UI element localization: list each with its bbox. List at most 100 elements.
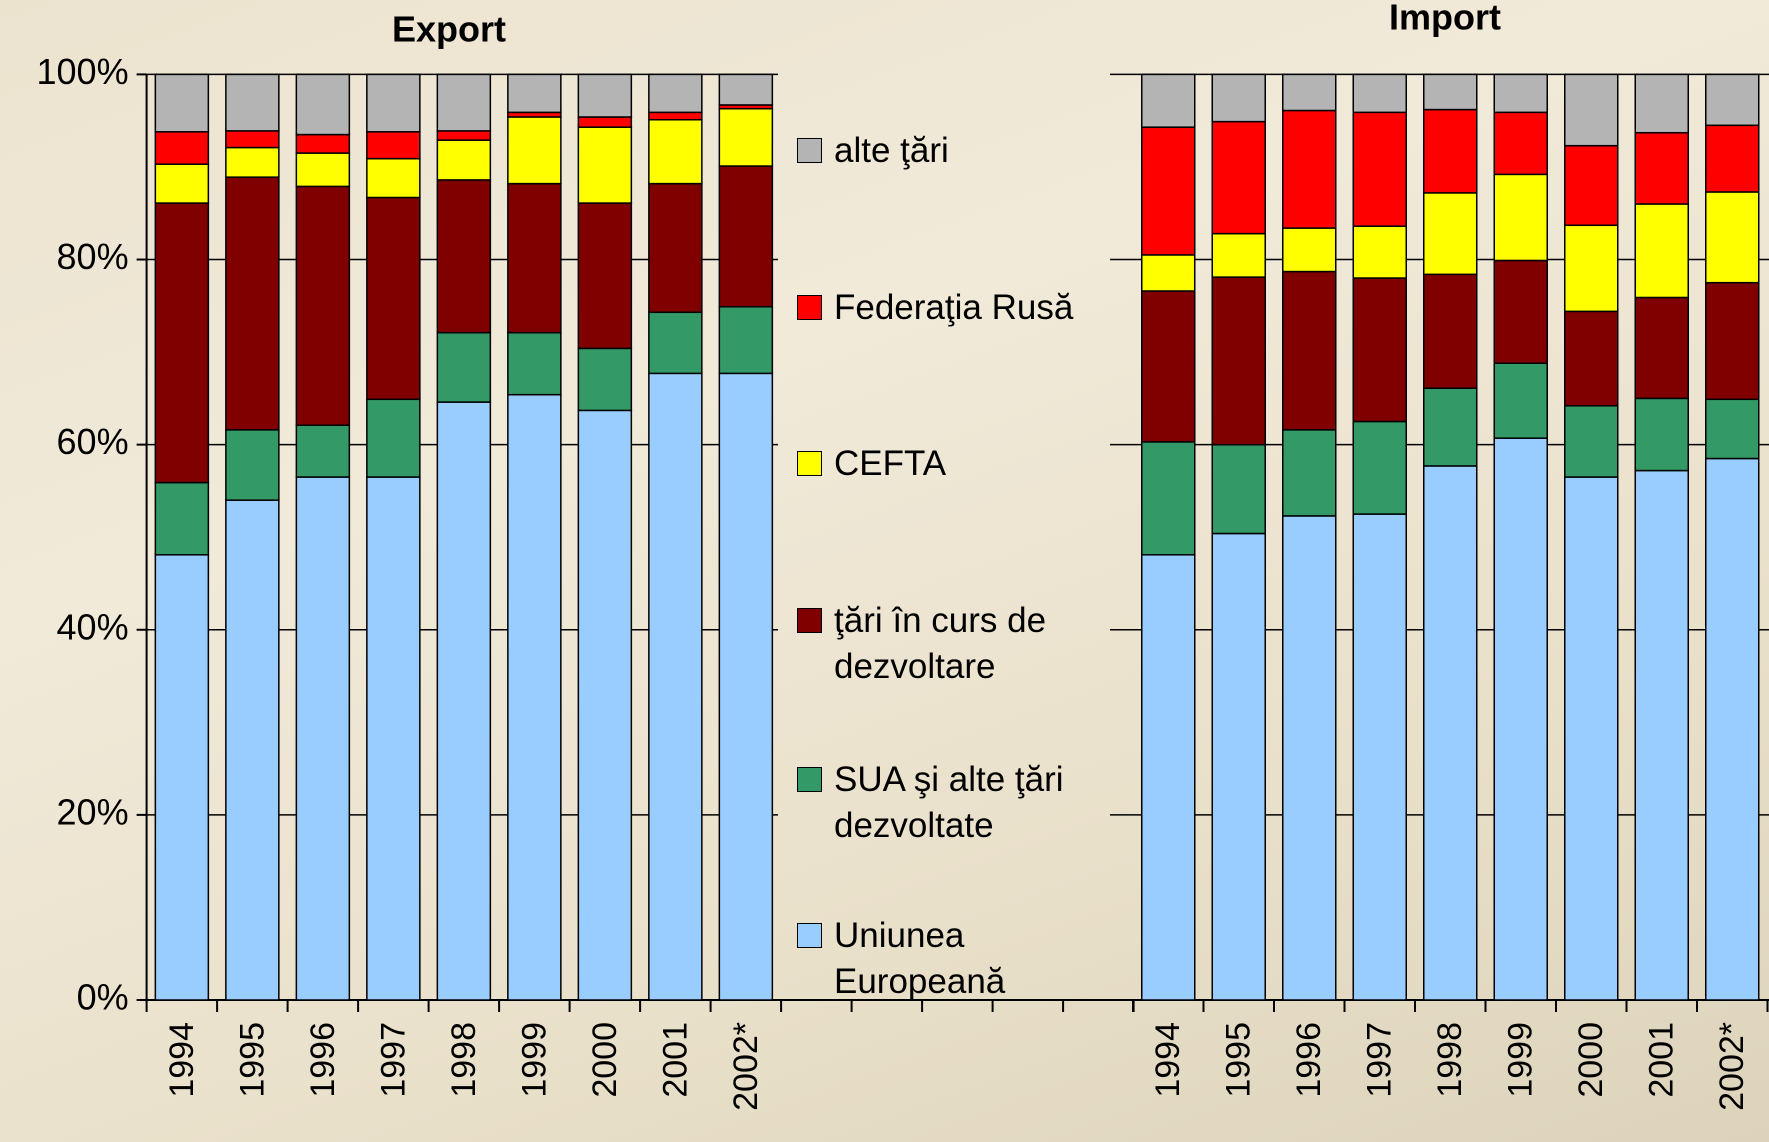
bar-segment xyxy=(1352,277,1407,423)
bar-segment xyxy=(436,179,492,334)
bar-segment xyxy=(507,116,562,185)
bar-segment xyxy=(507,182,562,334)
legend-swatch xyxy=(797,295,822,320)
bar-segment xyxy=(1211,73,1266,123)
bar-segment xyxy=(1423,192,1478,276)
legend-swatch xyxy=(797,767,822,792)
bar-segment xyxy=(718,165,774,308)
bar-segment xyxy=(1564,224,1619,313)
bar-segment xyxy=(577,73,633,118)
bar-segment xyxy=(295,476,351,1001)
legend-item: SUA şi alte ţări dezvoltate xyxy=(797,757,1117,849)
bar-segment xyxy=(1493,259,1548,364)
bar-segment xyxy=(1141,441,1196,556)
bar-segment xyxy=(1141,126,1196,256)
bar-segment xyxy=(577,409,633,1001)
bar-segment xyxy=(1352,225,1407,279)
bar-segment xyxy=(1141,554,1196,1001)
bar-segment xyxy=(1423,273,1478,389)
bar-segment xyxy=(1423,73,1478,111)
bar-segment xyxy=(1705,73,1760,127)
bar-segment xyxy=(436,331,492,403)
y-tick-label: 40% xyxy=(57,606,129,647)
bar-segment xyxy=(1634,73,1689,134)
bar-segment xyxy=(648,311,703,375)
bar-segment xyxy=(154,131,210,165)
legend-label: Uniunea Europeană xyxy=(834,916,1006,1001)
bar-segment xyxy=(366,131,421,160)
bar-segment xyxy=(295,133,351,154)
bar-segment xyxy=(1705,124,1760,193)
bar-segment xyxy=(1564,405,1619,478)
bar-segment xyxy=(577,347,633,412)
bar-segment xyxy=(1634,296,1689,400)
bar-segment xyxy=(1564,310,1619,407)
chart-title: Export xyxy=(392,9,506,50)
x-tick-label: 2000 xyxy=(1572,1022,1610,1098)
bar-segment xyxy=(1705,281,1760,401)
bar-segment xyxy=(1352,73,1407,114)
x-tick-label: 1994 xyxy=(1149,1022,1187,1098)
bar-segment xyxy=(507,393,562,1001)
bar-segment xyxy=(648,372,703,1001)
bar-segment xyxy=(1423,465,1478,1001)
chart-title: Import xyxy=(1389,0,1501,38)
bar-segment xyxy=(436,130,492,141)
bar-segment xyxy=(366,196,421,401)
bar-segment xyxy=(1352,513,1407,1001)
bar-segment xyxy=(366,398,421,478)
x-tick-label: 1996 xyxy=(304,1022,342,1098)
y-tick-label: 60% xyxy=(57,421,129,462)
bar-segment xyxy=(577,202,633,350)
bar-segment xyxy=(507,73,562,114)
bar-segment xyxy=(295,152,351,188)
bar-segment xyxy=(648,119,703,185)
bar-segment xyxy=(1282,429,1337,517)
bar-segment xyxy=(1211,120,1266,235)
x-tick-label: 1994 xyxy=(163,1022,201,1098)
bar-segment xyxy=(1493,437,1548,1001)
legend-swatch xyxy=(797,608,822,633)
bar-segment xyxy=(1282,515,1337,1001)
bar-segment xyxy=(1634,469,1689,1001)
legend-swatch xyxy=(797,138,822,163)
bar-segment xyxy=(436,401,492,1001)
bar-segment xyxy=(1493,173,1548,262)
bar-segment xyxy=(1352,111,1407,227)
legend-item: alte ţări xyxy=(797,128,1117,174)
bar-segment xyxy=(718,73,774,106)
x-tick-label: 1999 xyxy=(1502,1022,1540,1098)
bar-segment xyxy=(154,73,210,133)
bar-segment xyxy=(225,499,280,1001)
x-tick-label: 2000 xyxy=(586,1022,624,1098)
bar-segment xyxy=(1282,227,1337,273)
bar-segment xyxy=(648,73,703,114)
bar-segment xyxy=(1141,290,1196,443)
bar-segment xyxy=(366,476,421,1001)
bar-segment xyxy=(225,146,280,178)
y-tick-label: 100% xyxy=(37,51,129,92)
y-tick-label: 0% xyxy=(77,977,129,1018)
bar-segment xyxy=(1493,362,1548,439)
x-tick-label: 1999 xyxy=(515,1022,553,1098)
bar-segment xyxy=(154,481,210,556)
x-tick-label: 1997 xyxy=(1361,1022,1399,1098)
bar-segment xyxy=(1493,73,1548,114)
x-tick-label: 2002* xyxy=(1713,1022,1751,1111)
x-tick-label: 1998 xyxy=(1431,1022,1469,1098)
x-tick-label: 1997 xyxy=(374,1022,412,1098)
bar-segment xyxy=(1352,420,1407,515)
bar-segment xyxy=(1705,398,1760,460)
bar-segment xyxy=(1564,73,1619,147)
bar-segment xyxy=(1141,73,1196,128)
bar-segment xyxy=(154,163,210,204)
bar-segment xyxy=(436,139,492,181)
bar-segment xyxy=(1564,476,1619,1001)
bar-segment xyxy=(1705,457,1760,1001)
bar-segment xyxy=(718,107,774,167)
bar-segment xyxy=(577,126,633,204)
legend-swatch xyxy=(797,923,822,948)
legend-label: alte ţări xyxy=(834,131,949,170)
